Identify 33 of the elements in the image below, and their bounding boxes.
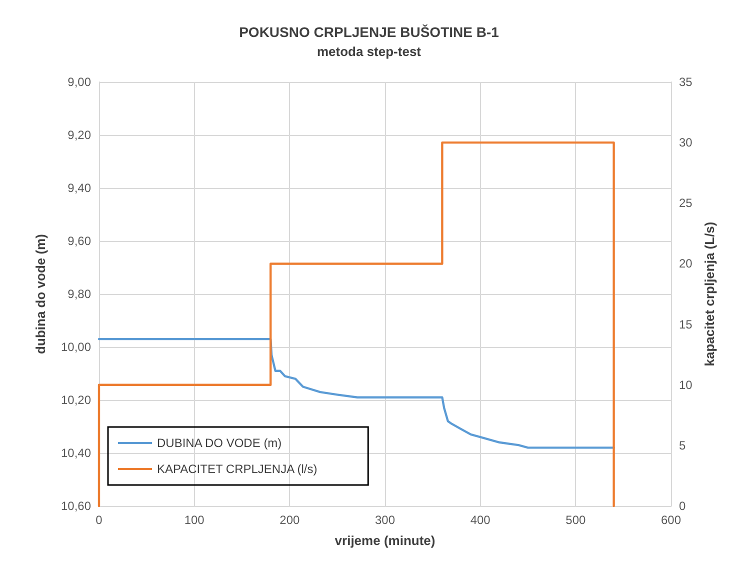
- y-tick-label: 9,00: [68, 75, 92, 89]
- y2-tick-label: 25: [679, 196, 693, 210]
- y2-tick-label: 0: [679, 499, 686, 513]
- y2-axis-title: kapacitet crpljenja (L/s): [702, 222, 718, 366]
- chart-title: POKUSNO CRPLJENJE BUŠOTINE B-1: [239, 24, 500, 40]
- y-tick-label: 10,20: [60, 393, 92, 407]
- y2-tick-label: 10: [679, 378, 693, 392]
- x-tick-label: 600: [660, 513, 682, 527]
- y-tick-label: 9,60: [68, 234, 92, 248]
- y2-tick-label: 30: [679, 136, 693, 150]
- x-tick-label: 500: [566, 513, 586, 527]
- x-tick-label: 0: [96, 513, 103, 527]
- y2-tick-label: 15: [679, 317, 693, 332]
- y2-tick-label: 20: [679, 256, 693, 271]
- y-tick-label: 10,40: [60, 446, 92, 460]
- legend-label: DUBINA DO VODE (m): [157, 436, 282, 450]
- legend-label: KAPACITET CRPLJENJA (l/s): [157, 462, 318, 476]
- line-series: [98, 141, 615, 508]
- x-tick-label: 300: [374, 513, 396, 527]
- y-tick-label: 9,40: [68, 181, 92, 195]
- y-tick-label: 9,80: [68, 287, 92, 301]
- x-tick-label: 200: [280, 513, 300, 527]
- line-series: [98, 338, 615, 449]
- x-axis-title: vrijeme (minute): [334, 533, 436, 548]
- x-tick-label: 400: [470, 513, 491, 527]
- y-tick-label: 10,60: [60, 499, 92, 513]
- y-tick-label: 9,20: [68, 128, 92, 142]
- y2-tick-label: 5: [679, 438, 686, 452]
- x-tick-label: 100: [184, 513, 205, 527]
- chart-subtitle: metoda step-test: [316, 44, 422, 59]
- y-axis-title: dubina do vode (m): [33, 234, 48, 354]
- y-tick-label: 10,00: [60, 340, 92, 354]
- y2-tick-label: 35: [679, 75, 693, 89]
